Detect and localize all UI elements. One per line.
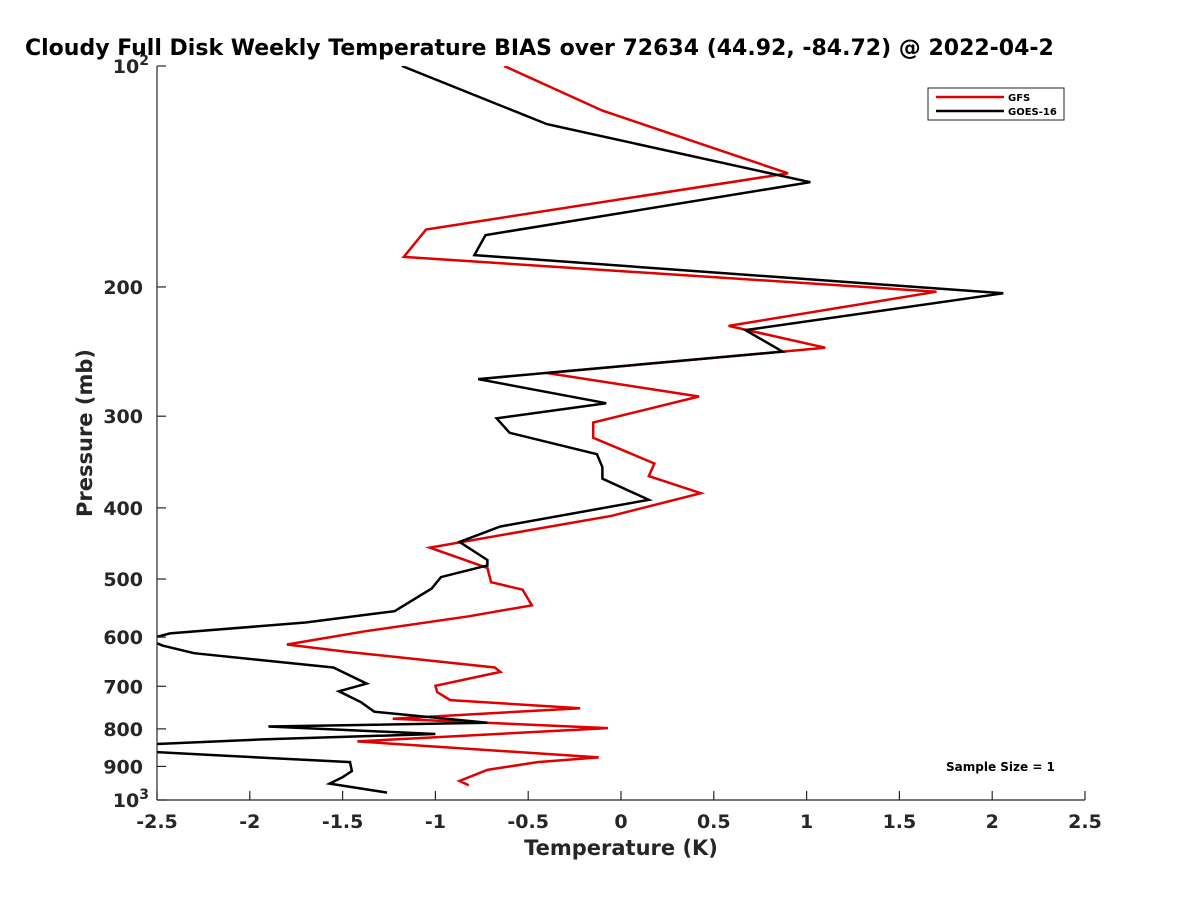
x-tick-label: 0	[614, 811, 627, 833]
x-tick-label: 1	[800, 811, 813, 833]
x-tick-label: -0.5	[507, 811, 549, 833]
y-axis-label: Pressure (mb)	[73, 349, 97, 517]
y-tick-label: 103	[113, 787, 149, 812]
series-layer	[157, 66, 1004, 794]
y-tick-label: 500	[103, 569, 143, 591]
x-tick-layer: -2.5 -2 -1.5 -1 -0.5 0 0.5 1 1.5 2 2.5	[136, 791, 1102, 833]
x-tick-label: 0.5	[697, 811, 731, 833]
y-tick-label: 600	[103, 627, 143, 649]
chart-title: Cloudy Full Disk Weekly Temperature BIAS…	[25, 36, 1054, 61]
x-tick-label: -2.5	[136, 811, 178, 833]
x-tick-label: 2.5	[1068, 811, 1102, 833]
legend-label-gfs: GFS	[1008, 93, 1030, 104]
plot-area	[157, 66, 1085, 800]
x-tick-label: 2	[986, 811, 999, 833]
series-line-gfs	[286, 66, 937, 787]
y-tick-layer: 102 200 300 400 500 600 700 800 900 103	[103, 53, 166, 812]
x-tick-label: 1.5	[883, 811, 917, 833]
y-tick-label: 400	[103, 498, 143, 520]
sample-size-annotation: Sample Size = 1	[946, 760, 1055, 774]
x-axis-label: Temperature (K)	[524, 836, 718, 860]
x-tick-label: -1	[425, 811, 446, 833]
y-tick-label: 800	[103, 719, 143, 741]
y-tick-label: 102	[113, 53, 149, 78]
y-tick-label: 700	[103, 676, 143, 698]
x-tick-label: -2	[239, 811, 260, 833]
x-tick-label: -1.5	[322, 811, 364, 833]
legend: GFS GOES-16	[927, 87, 1065, 121]
legend-box	[927, 87, 1065, 121]
y-tick-label: 200	[103, 277, 143, 299]
series-line-goes16	[157, 66, 1004, 794]
y-tick-label: 300	[103, 406, 143, 428]
legend-label-goes16: GOES-16	[1008, 107, 1057, 118]
y-tick-label: 900	[103, 756, 143, 778]
